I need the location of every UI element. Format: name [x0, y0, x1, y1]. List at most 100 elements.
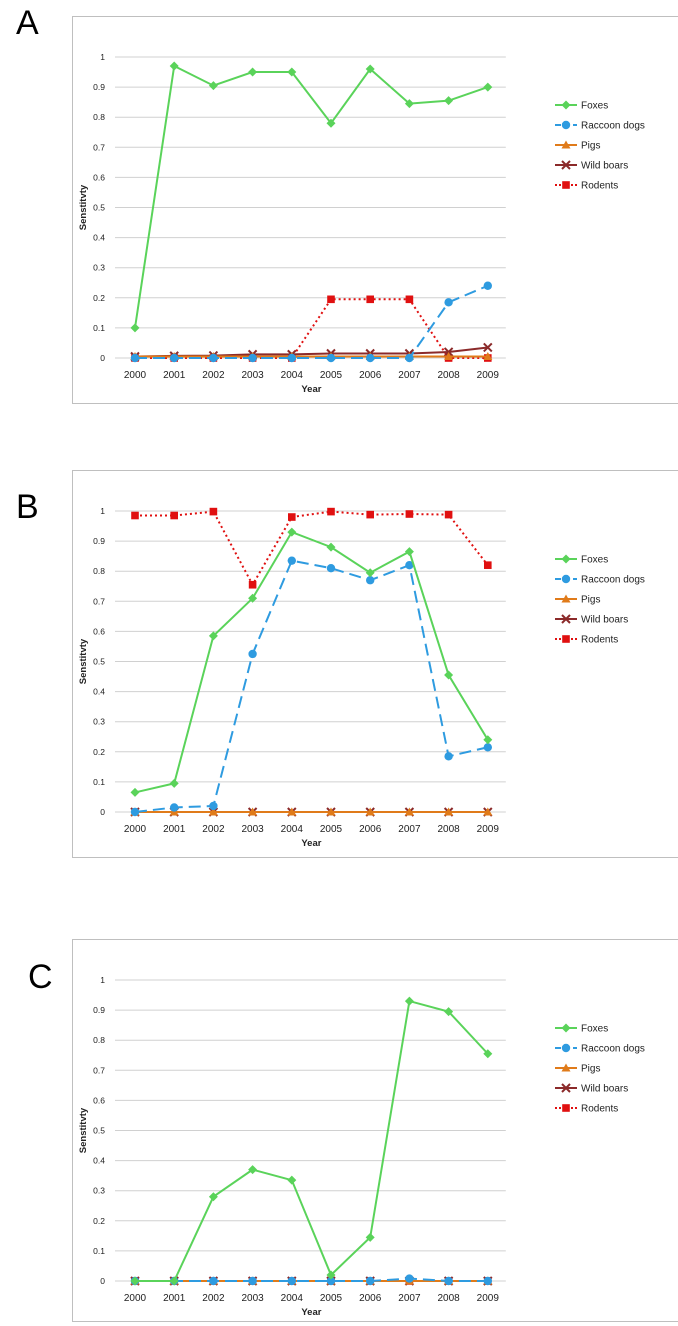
data-point — [170, 803, 179, 812]
data-point — [405, 295, 414, 304]
legend-label: Raccoon dogs — [581, 575, 645, 586]
data-point — [208, 81, 218, 91]
data-point — [366, 295, 374, 304]
series-raccoon — [130, 556, 492, 817]
legend-label: Wild boars — [581, 161, 628, 172]
y-tick-label: 0.7 — [93, 1065, 105, 1075]
data-point — [365, 807, 375, 816]
series-line — [134, 559, 489, 813]
chart-a: 0 0.1 0.2 0.3 0.4 0.5 0.6 0.7 0.8 0.9 1 2000 2001 200… — [78, 52, 645, 395]
data-point — [287, 527, 297, 537]
data-point — [404, 807, 414, 816]
data-point — [170, 511, 178, 520]
series-foxes — [130, 61, 493, 333]
data-point — [248, 580, 257, 589]
data-point — [170, 353, 179, 363]
x-tick-label: 2000 — [124, 824, 147, 835]
data-point — [444, 510, 453, 519]
y-tick-label: 0.7 — [93, 596, 105, 606]
legend: Foxes Raccoon dogs Pigs Wild boars Rodents — [555, 1023, 645, 1115]
y-tick-label: 0.4 — [93, 233, 105, 243]
data-point — [326, 353, 336, 363]
y-tick-label: 0.4 — [93, 687, 105, 697]
series-rodents — [131, 507, 492, 589]
data-point — [483, 1276, 492, 1286]
x-tick-label: 2007 — [398, 370, 421, 381]
series-line — [135, 1277, 488, 1282]
data-point — [130, 323, 140, 333]
series-raccoon — [130, 1274, 492, 1286]
data-point — [287, 807, 297, 816]
data-point — [209, 1276, 218, 1286]
data-point — [208, 1192, 218, 1202]
legend-label: Foxes — [581, 555, 608, 566]
data-point — [327, 507, 335, 516]
data-point — [483, 1049, 493, 1059]
data-point — [248, 649, 257, 659]
legend-label: Foxes — [581, 1024, 608, 1035]
legend-label: Pigs — [581, 1064, 600, 1075]
legend-label: Foxes — [581, 101, 608, 112]
data-point — [483, 807, 493, 816]
legend-marker — [561, 1023, 571, 1033]
legend-marker — [561, 140, 571, 149]
data-point — [209, 353, 218, 363]
series-line — [135, 298, 488, 359]
x-axis-label: Year — [301, 1307, 321, 1318]
data-point — [208, 631, 218, 641]
data-point — [209, 801, 218, 811]
series-line — [135, 510, 489, 587]
data-point — [248, 353, 257, 363]
x-tick-label: 2002 — [202, 370, 225, 381]
y-axis-label: Senstitvty — [78, 184, 89, 230]
legend-marker — [561, 614, 571, 624]
data-point — [169, 778, 179, 788]
data-point — [326, 542, 336, 552]
x-tick-label: 2008 — [437, 370, 460, 381]
y-axis-label: Senstitvty — [78, 638, 89, 684]
x-tick-label: 2001 — [163, 1293, 186, 1304]
y-tick-label: 0.6 — [93, 172, 105, 182]
x-axis-label: Year — [301, 838, 321, 849]
data-point — [366, 1276, 375, 1286]
x-tick-label: 2006 — [359, 824, 382, 835]
y-tick-label: 0 — [100, 807, 105, 817]
legend-marker — [561, 1043, 571, 1053]
data-point — [366, 510, 374, 519]
data-point — [405, 1274, 414, 1283]
y-tick-label: 0.6 — [93, 626, 105, 636]
data-point — [443, 347, 454, 357]
y-tick-label: 0.2 — [93, 747, 105, 757]
data-point — [404, 99, 414, 109]
y-tick-label: 0.1 — [93, 777, 105, 787]
x-tick-label: 2008 — [437, 824, 460, 835]
data-point — [483, 281, 492, 290]
data-point — [405, 560, 414, 570]
data-point — [444, 1007, 454, 1017]
y-tick-label: 1 — [100, 975, 105, 985]
y-tick-label: 0.5 — [93, 657, 105, 667]
data-point — [248, 807, 258, 816]
data-point — [483, 743, 492, 752]
data-point — [404, 547, 414, 557]
legend-marker — [561, 554, 571, 564]
data-point — [130, 353, 140, 363]
y-tick-label: 0.2 — [93, 1216, 105, 1226]
y-tick-label: 0.5 — [93, 1126, 105, 1136]
series-pigs — [130, 1276, 493, 1285]
y-tick-label: 1 — [100, 506, 105, 516]
data-point — [326, 1270, 336, 1280]
y-tick-label: 0.7 — [93, 142, 105, 152]
x-axis-label: Year — [301, 384, 321, 395]
legend-marker — [562, 635, 570, 643]
x-tick-label: 2001 — [163, 370, 186, 381]
y-tick-label: 0.3 — [93, 1186, 105, 1196]
data-point — [248, 67, 258, 77]
data-point — [405, 510, 414, 518]
data-point — [288, 513, 296, 521]
legend-label: Pigs — [581, 595, 600, 606]
x-tick-label: 2002 — [202, 1293, 225, 1304]
y-tick-label: 0.9 — [93, 82, 105, 92]
x-tick-label: 2004 — [281, 370, 304, 381]
series-foxes — [130, 527, 493, 797]
